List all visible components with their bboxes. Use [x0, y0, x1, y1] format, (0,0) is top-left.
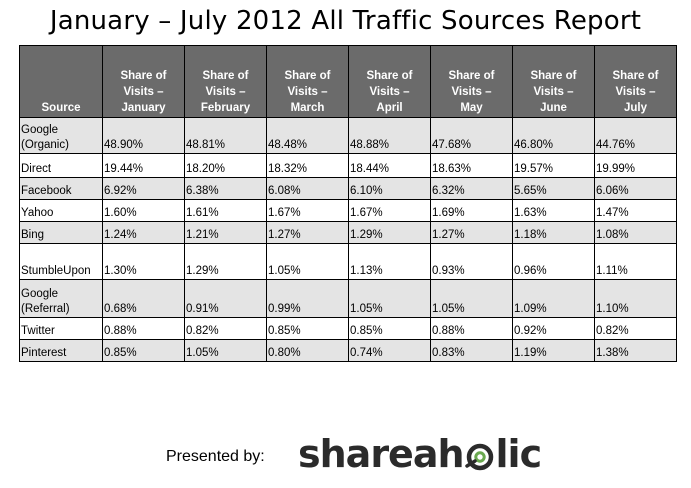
traffic-sources-table: Source Share of Visits – January Share o… — [19, 45, 677, 362]
source-cell: Twitter — [19, 317, 103, 340]
value-cell: 1.05% — [266, 243, 349, 280]
value-cell: 1.47% — [594, 199, 677, 222]
value-cell: 18.63% — [430, 153, 513, 178]
column-header-february: Share of Visits – February — [184, 45, 267, 118]
value-cell: 1.05% — [430, 279, 513, 318]
value-cell: 19.57% — [512, 153, 595, 178]
column-header-march: Share of Visits – March — [266, 45, 349, 118]
table-row: Twitter 0.88% 0.82% 0.85% 0.85% 0.88% 0.92% 0.8… — [19, 317, 677, 340]
logo-text-right: lic — [495, 432, 543, 476]
column-header-source: Source — [19, 45, 103, 118]
table-body: Google (Organic) 48.90% 48.81% 48.48% 48.88%… — [19, 117, 677, 362]
source-cell: Facebook — [19, 177, 103, 200]
table-row: Pinterest 0.85% 1.05% 0.80% 0.74% 0.83% 1.19% 1… — [19, 339, 677, 362]
value-cell: 48.81% — [184, 117, 267, 154]
value-cell: 48.90% — [102, 117, 185, 154]
source-cell: Yahoo — [19, 199, 103, 222]
value-cell: 1.19% — [512, 339, 595, 362]
column-header-may: Share of Visits – May — [430, 45, 513, 118]
value-cell: 44.76% — [594, 117, 677, 154]
value-cell: 6.06% — [594, 177, 677, 200]
value-cell: 48.88% — [348, 117, 431, 154]
value-cell: 0.92% — [512, 317, 595, 340]
value-cell: 5.65% — [512, 177, 595, 200]
source-cell: Bing — [19, 221, 103, 244]
value-cell: 0.68% — [102, 279, 185, 318]
value-cell: 6.92% — [102, 177, 185, 200]
source-cell: Google (Referral) — [19, 279, 103, 318]
value-cell: 1.18% — [512, 221, 595, 244]
value-cell: 1.08% — [594, 221, 677, 244]
value-cell: 1.29% — [184, 243, 267, 280]
value-cell: 0.91% — [184, 279, 267, 318]
value-cell: 1.24% — [102, 221, 185, 244]
value-cell: 0.83% — [430, 339, 513, 362]
column-header-january: Share of Visits – January — [102, 45, 185, 118]
shareaholic-logo: shareah lic — [298, 428, 543, 480]
value-cell: 18.20% — [184, 153, 267, 178]
table-row: Yahoo 1.60% 1.61% 1.67% 1.67% 1.69% 1.63% 1.47% — [19, 199, 677, 222]
column-header-july: Share of Visits – July — [594, 45, 677, 118]
table-row: Google (Organic) 48.90% 48.81% 48.48% 48.88%… — [19, 117, 677, 154]
value-cell: 1.27% — [430, 221, 513, 244]
value-cell: 1.27% — [266, 221, 349, 244]
value-cell: 0.82% — [184, 317, 267, 340]
value-cell: 1.61% — [184, 199, 267, 222]
value-cell: 0.99% — [266, 279, 349, 318]
value-cell: 0.88% — [430, 317, 513, 340]
value-cell: 18.44% — [348, 153, 431, 178]
value-cell: 0.88% — [102, 317, 185, 340]
value-cell: 1.60% — [102, 199, 185, 222]
value-cell: 6.32% — [430, 177, 513, 200]
value-cell: 6.10% — [348, 177, 431, 200]
value-cell: 1.11% — [594, 243, 677, 280]
value-cell: 0.85% — [102, 339, 185, 362]
table-row: Facebook 6.92% 6.38% 6.08% 6.10% 6.32% 5.65% 6.… — [19, 177, 677, 200]
value-cell: 18.32% — [266, 153, 349, 178]
table-row: Direct 19.44% 18.20% 18.32% 18.44% 18.63% 19.5… — [19, 153, 677, 178]
value-cell: 1.13% — [348, 243, 431, 280]
table-row: Google (Referral) 0.68% 0.91% 0.99% 1.05% 1.0… — [19, 279, 677, 318]
value-cell: 1.05% — [184, 339, 267, 362]
value-cell: 6.38% — [184, 177, 267, 200]
column-header-april: Share of Visits – April — [348, 45, 431, 118]
value-cell: 1.69% — [430, 199, 513, 222]
value-cell: 1.63% — [512, 199, 595, 222]
value-cell: 1.09% — [512, 279, 595, 318]
value-cell: 1.67% — [348, 199, 431, 222]
value-cell: 1.05% — [348, 279, 431, 318]
report-title: January – July 2012 All Traffic Sources … — [49, 6, 642, 36]
value-cell: 0.85% — [348, 317, 431, 340]
value-cell: 48.48% — [266, 117, 349, 154]
value-cell: 1.30% — [102, 243, 185, 280]
value-cell: 0.85% — [266, 317, 349, 340]
column-header-june: Share of Visits – June — [512, 45, 595, 118]
source-cell: Google (Organic) — [19, 117, 103, 154]
footer: Presented by: shareah lic — [0, 425, 691, 485]
table-row: StumbleUpon 1.30% 1.29% 1.05% 1.13% 0.93% 0.96… — [19, 243, 677, 280]
value-cell: 0.93% — [430, 243, 513, 280]
source-cell: StumbleUpon — [19, 243, 103, 280]
value-cell: 1.38% — [594, 339, 677, 362]
source-cell: Pinterest — [19, 339, 103, 362]
value-cell: 0.82% — [594, 317, 677, 340]
value-cell: 1.21% — [184, 221, 267, 244]
table-header-row: Source Share of Visits – January Share o… — [19, 45, 677, 118]
value-cell: 19.99% — [594, 153, 677, 178]
value-cell: 19.44% — [102, 153, 185, 178]
value-cell: 0.96% — [512, 243, 595, 280]
table-row: Bing 1.24% 1.21% 1.27% 1.29% 1.27% 1.18% 1.08% — [19, 221, 677, 244]
logo-text-left: shareah — [298, 432, 465, 476]
value-cell: 1.67% — [266, 199, 349, 222]
value-cell: 6.08% — [266, 177, 349, 200]
value-cell: 0.74% — [348, 339, 431, 362]
value-cell: 1.10% — [594, 279, 677, 318]
presented-by-label: Presented by: — [166, 448, 265, 465]
value-cell: 0.80% — [266, 339, 349, 362]
source-cell: Direct — [19, 153, 103, 178]
value-cell: 47.68% — [430, 117, 513, 154]
shareaholic-o-icon — [464, 443, 493, 471]
value-cell: 1.29% — [348, 221, 431, 244]
value-cell: 46.80% — [512, 117, 595, 154]
